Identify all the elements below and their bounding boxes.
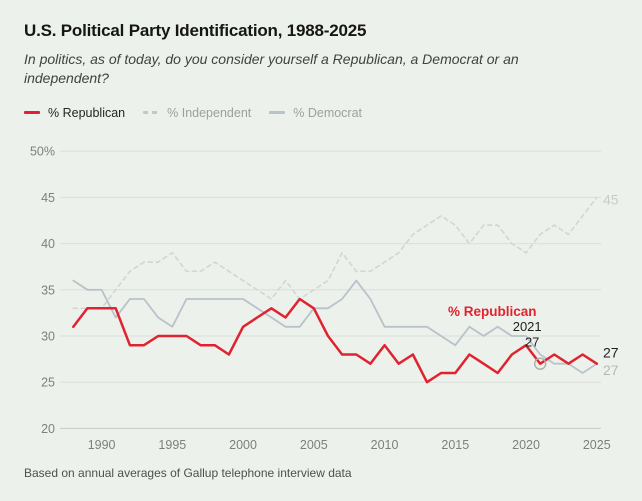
chart-subtitle: In politics, as of today, do you conside… (24, 51, 519, 87)
chart-area: 50% 45 40 35 30 25 20 1990 1995 2000 2005 2010 2015 2… (0, 140, 642, 462)
page-title: U.S. Political Party Identification, 198… (24, 21, 367, 40)
democrat-end-value-label: 27 (603, 362, 619, 378)
x-axis-tick-1995: 1995 (158, 438, 186, 452)
party-id-line-chart: 50% 45 40 35 30 25 20 1990 1995 2000 2005 2010 2015 2… (30, 145, 619, 452)
y-axis-tick-25: 25 (41, 376, 55, 390)
republican-end-value-label: 27 (603, 345, 619, 361)
democrat-line[interactable] (72, 279, 598, 374)
x-axis-tick-2005: 2005 (300, 438, 328, 452)
callout-2021-value-label: 27 (525, 335, 539, 350)
callout-2021-year-label: 2021 (513, 319, 542, 334)
source-note: Based on annual averages of Gallup telep… (24, 466, 352, 480)
x-axis-tick-2010: 2010 (371, 438, 399, 452)
y-axis-tick-35: 35 (41, 283, 55, 297)
republican-line[interactable] (72, 297, 599, 384)
legend-item-independent[interactable]: % Independent (143, 106, 251, 120)
independent-end-value-label: 45 (603, 191, 619, 207)
republican-line-swatch-icon (24, 111, 40, 115)
independent-dashed-swatch-icon (143, 111, 160, 115)
legend-label: % Independent (167, 105, 252, 120)
callout-2021-circle-icon (533, 357, 547, 370)
legend-label: % Democrat (293, 105, 363, 120)
y-axis-tick-45: 45 (41, 191, 55, 205)
x-axis-tick-2000: 2000 (229, 438, 257, 452)
x-axis-tick-1990: 1990 (88, 438, 116, 452)
y-axis-tick-30: 30 (41, 330, 55, 344)
y-axis-tick-40: 40 (41, 237, 55, 251)
legend-item-republican[interactable]: % Republican (24, 106, 125, 120)
legend-label: % Republican (48, 105, 126, 120)
chart-legend: % Republican % Independent % Democrat (24, 106, 642, 120)
y-axis-tick-50: 50% (30, 145, 55, 159)
chart-header: U.S. Political Party Identification, 198… (0, 0, 642, 89)
independent-line[interactable] (72, 196, 598, 310)
democrat-line-swatch-icon (269, 111, 286, 115)
x-axis-tick-2025: 2025 (583, 438, 611, 452)
y-axis-tick-20: 20 (41, 422, 55, 436)
x-axis-tick-2015: 2015 (441, 438, 469, 452)
x-axis-tick-2020: 2020 (512, 438, 540, 452)
legend-item-democrat[interactable]: % Democrat (269, 106, 362, 120)
republican-series-label: % Republican (448, 304, 537, 319)
